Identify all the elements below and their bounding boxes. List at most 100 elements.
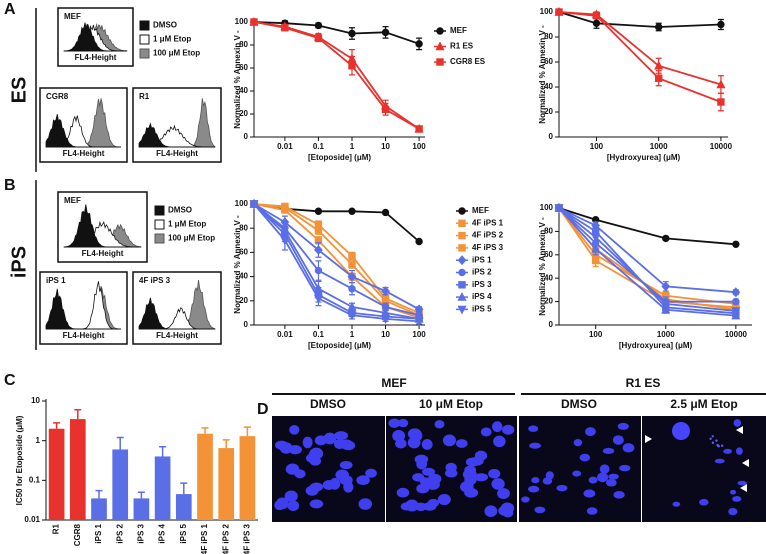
nucleus: [388, 418, 401, 428]
nucleus: [699, 498, 709, 506]
y-tick-label: 20: [239, 296, 248, 305]
nucleus: [356, 475, 370, 486]
row-label: iPS: [8, 246, 30, 278]
x-tick-label: 1: [350, 142, 355, 151]
nucleus: [588, 476, 598, 484]
nucleus: [365, 468, 377, 478]
marker: [717, 20, 725, 29]
marker: [348, 62, 356, 70]
nucleus: [732, 496, 742, 502]
y-tick-label: 0.01: [24, 515, 40, 524]
marker: [458, 281, 466, 289]
x-tick-label: 100: [412, 142, 426, 151]
marker: [457, 255, 467, 266]
nucleus: [340, 439, 353, 450]
x-axis-label: [Hydroxyurea] (μM): [607, 153, 681, 162]
legend-label: 100 μM Etop: [168, 234, 215, 243]
histogram-title: R1: [139, 92, 150, 101]
nucleus: [531, 477, 540, 484]
x-axis-label: [Etoposide] (μM): [308, 341, 371, 350]
y-tick-label: 40: [239, 272, 248, 281]
series-line: [253, 203, 420, 317]
marker: [654, 60, 664, 70]
nucleus: [416, 458, 428, 470]
nucleus: [455, 439, 468, 448]
nucleus: [617, 422, 629, 430]
y-axis-label: Normalized % Annexin V -: [538, 25, 547, 124]
marker: [458, 207, 466, 215]
x-tick-label: iPS 5: [179, 523, 188, 543]
condition-label: 2.5 μM Etop: [670, 397, 737, 411]
series-line: [253, 203, 420, 320]
nucleus: [529, 442, 541, 449]
series-line: [253, 203, 420, 243]
marker: [348, 207, 356, 215]
nucleus: [422, 502, 437, 511]
series-line: [253, 21, 420, 130]
marker: [731, 307, 741, 317]
nucleus: [672, 501, 681, 507]
y-tick-label: 0: [549, 132, 554, 141]
x-tick-label: iPS 3: [137, 523, 146, 543]
series-line: [558, 207, 736, 312]
nucleus: [445, 462, 457, 473]
marker: [717, 98, 725, 106]
marker: [415, 125, 423, 133]
nucleus: [573, 439, 583, 447]
nucleus: [395, 438, 407, 449]
nucleus: [488, 468, 501, 479]
nucleus: [294, 469, 306, 479]
marker: [457, 292, 467, 301]
legend-label: CGR8 ES: [450, 57, 486, 66]
nucleus: [619, 464, 631, 472]
x-tick-label: iPS 1: [94, 523, 103, 543]
marker: [314, 207, 323, 215]
nucleus: [492, 421, 503, 433]
y-tick-label: 10: [31, 396, 40, 405]
bar: [91, 498, 107, 520]
nucleus: [735, 447, 743, 455]
marker: [281, 206, 289, 214]
nucleus: [275, 440, 289, 450]
nucleus: [484, 505, 498, 517]
row-label: ES: [8, 77, 30, 104]
marker: [348, 252, 356, 260]
error-bar: [95, 489, 103, 499]
nucleus: [442, 434, 457, 447]
series-line: [558, 207, 736, 303]
histogram-xlabel: FL4-Height: [156, 149, 198, 158]
nucleus: [302, 436, 313, 449]
x-axis-label: [Etoposide] (μM): [308, 153, 371, 162]
histogram-title: MEF: [64, 196, 81, 205]
marker: [314, 226, 323, 235]
marker: [654, 23, 663, 31]
nucleus: [613, 490, 625, 499]
x-tick-label: 0.1: [313, 142, 325, 151]
histogram-xlabel: FL4-Height: [156, 331, 198, 340]
nucleus: [405, 499, 419, 512]
condition-label: 10 μM Etop: [419, 397, 483, 411]
y-tick-label: 20: [544, 107, 553, 116]
nucleus: [597, 472, 609, 483]
panel-label: D: [257, 401, 269, 418]
bar: [239, 436, 256, 520]
marker: [381, 208, 390, 217]
marker: [654, 74, 663, 82]
y-axis-label: Normalized % Annexin V -: [538, 217, 547, 316]
nucleus: [599, 464, 610, 474]
nucleus: [335, 469, 350, 481]
x-tick-label: 1: [350, 330, 355, 339]
y-tick-label: 60: [239, 63, 248, 72]
series-line: [253, 203, 420, 320]
nucleus: [534, 506, 546, 514]
marker: [661, 281, 671, 292]
legend-swatch: [154, 205, 165, 216]
legend-label: 100 μM Etop: [153, 49, 200, 58]
nucleus: [602, 447, 615, 455]
nucleus: [422, 467, 436, 476]
marker: [458, 268, 466, 277]
x-tick-label: 10000: [725, 330, 748, 339]
legend-swatch: [154, 219, 165, 230]
nucleus: [521, 496, 530, 503]
marker: [591, 243, 601, 253]
